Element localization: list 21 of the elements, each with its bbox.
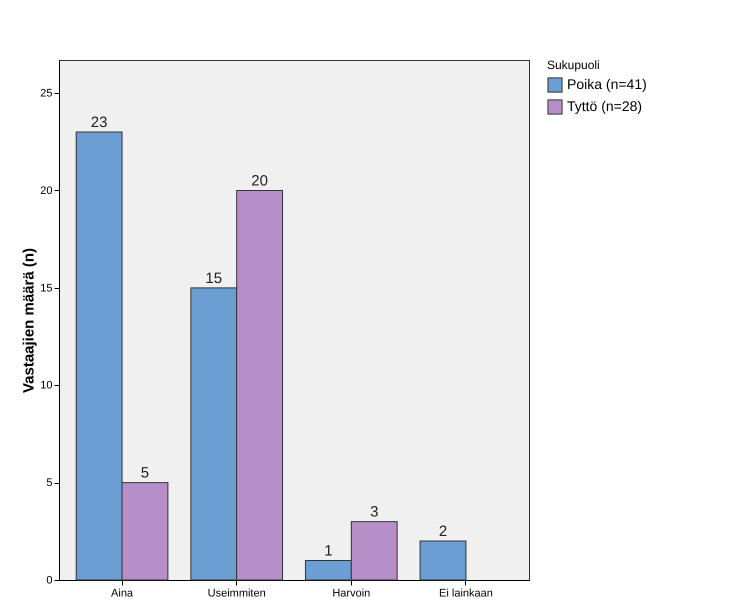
data-label: 2 [438, 523, 448, 540]
data-label: 5 [140, 464, 150, 482]
y-tick-label: 15 [40, 282, 52, 294]
data-label: 15 [205, 270, 222, 287]
data-label: 1 [324, 542, 333, 560]
x-tick-label: Ei lainkaan [439, 588, 493, 600]
y-tick-label: 25 [40, 88, 52, 100]
x-tick-label: Useimmiten [208, 588, 266, 600]
y-tick-label: 20 [40, 184, 52, 197]
legend-title: Sukupuoli [547, 58, 600, 72]
legend-label: Tyttö (n=28) [567, 98, 642, 114]
x-tick-label: Harvoin [332, 588, 370, 600]
y-tick-label: 10 [40, 380, 52, 392]
y-axis-title: Vastaajien määrä (n) [20, 248, 38, 394]
legend-label: Poika (n=41) [567, 76, 647, 92]
data-label: 23 [90, 114, 108, 132]
data-label: 3 [370, 504, 378, 521]
data-label: 20 [251, 172, 268, 190]
y-tick-label: 0 [46, 574, 52, 586]
y-tick-label: 5 [46, 477, 52, 490]
x-tick-label: Aina [111, 588, 134, 600]
